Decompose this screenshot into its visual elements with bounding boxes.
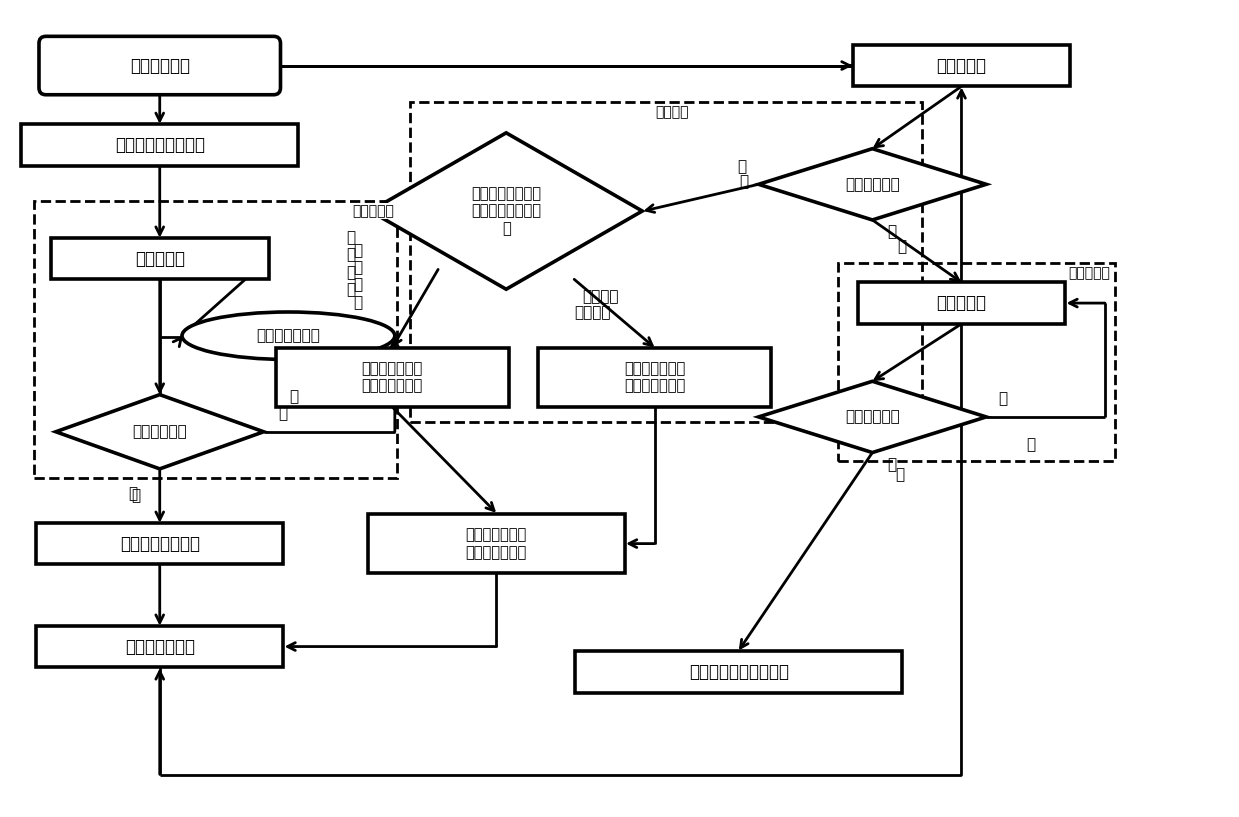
Text: 是: 是 (895, 467, 904, 482)
Bar (33, 201, 398, 478)
Text: 构造标准输入时程库: 构造标准输入时程库 (115, 136, 204, 154)
FancyBboxPatch shape (38, 36, 280, 95)
Text: 计算反应谱: 计算反应谱 (937, 56, 986, 74)
Text: 否: 否 (740, 174, 748, 189)
Bar (575, 651, 902, 693)
Text: 相对偏差: 相对偏差 (574, 306, 611, 320)
Bar (276, 347, 509, 407)
Bar (838, 264, 1115, 462)
Bar (21, 124, 299, 166)
Text: 绝
对
偏
差: 绝 对 偏 差 (346, 230, 356, 297)
Text: 否: 否 (279, 406, 287, 422)
Text: 给定初始权重组合: 给定初始权重组合 (120, 534, 199, 552)
Text: 绝
对
偏
差: 绝 对 偏 差 (353, 243, 362, 310)
Text: 是: 是 (887, 457, 896, 472)
Bar (36, 626, 284, 667)
Text: 单阻尼迭代调整: 单阻尼迭代调整 (256, 328, 321, 343)
Text: 是否符合要求: 是否符合要求 (845, 409, 900, 424)
Polygon shape (56, 395, 264, 469)
Text: 是: 是 (129, 487, 138, 502)
Bar (857, 283, 1066, 324)
Text: 否: 否 (289, 390, 297, 404)
Bar (852, 45, 1070, 87)
Text: 是: 是 (897, 239, 906, 254)
Text: 是: 是 (887, 225, 896, 239)
Text: 后处理模块: 后处理模块 (1068, 266, 1110, 280)
Polygon shape (758, 149, 986, 220)
Bar (36, 523, 284, 565)
Text: 预处理模块: 预处理模块 (352, 204, 394, 218)
Text: 是否符合要求: 是否符合要求 (133, 424, 187, 440)
Bar (51, 238, 269, 279)
Text: 否: 否 (1026, 437, 1035, 452)
Text: 寻找绝对偏差最
大的频率控制点: 寻找绝对偏差最 大的频率控制点 (362, 361, 422, 394)
Bar (410, 102, 922, 422)
Text: 否: 否 (999, 391, 1007, 407)
Polygon shape (758, 382, 986, 453)
Text: 多目标优化: 多目标优化 (937, 294, 986, 312)
Text: 核心模块: 核心模块 (655, 105, 689, 119)
Text: 是否符合要求: 是否符合要求 (845, 176, 900, 192)
Text: 计算反应谱: 计算反应谱 (135, 249, 185, 267)
Text: 否: 否 (737, 159, 747, 174)
Text: 模拟退火算法寻
找最优权重组合: 模拟退火算法寻 找最优权重组合 (466, 528, 527, 560)
Text: 相对偏差: 相对偏差 (582, 288, 618, 304)
Polygon shape (370, 133, 642, 289)
Text: 修正人工波时程: 修正人工波时程 (125, 637, 195, 655)
Bar (368, 514, 624, 574)
Text: 寻找相对偏差最
大的频率控制点: 寻找相对偏差最 大的频率控制点 (624, 361, 685, 394)
Ellipse shape (182, 312, 395, 359)
Text: 最大绝对偏差调整
或最大相对偏差调
整: 最大绝对偏差调整 或最大相对偏差调 整 (471, 186, 541, 236)
Text: 选择初始时程: 选择初始时程 (130, 56, 190, 74)
Text: 是: 是 (131, 489, 140, 503)
Text: 输出修正后人工波时程: 输出修正后人工波时程 (689, 663, 789, 681)
Bar (538, 347, 771, 407)
